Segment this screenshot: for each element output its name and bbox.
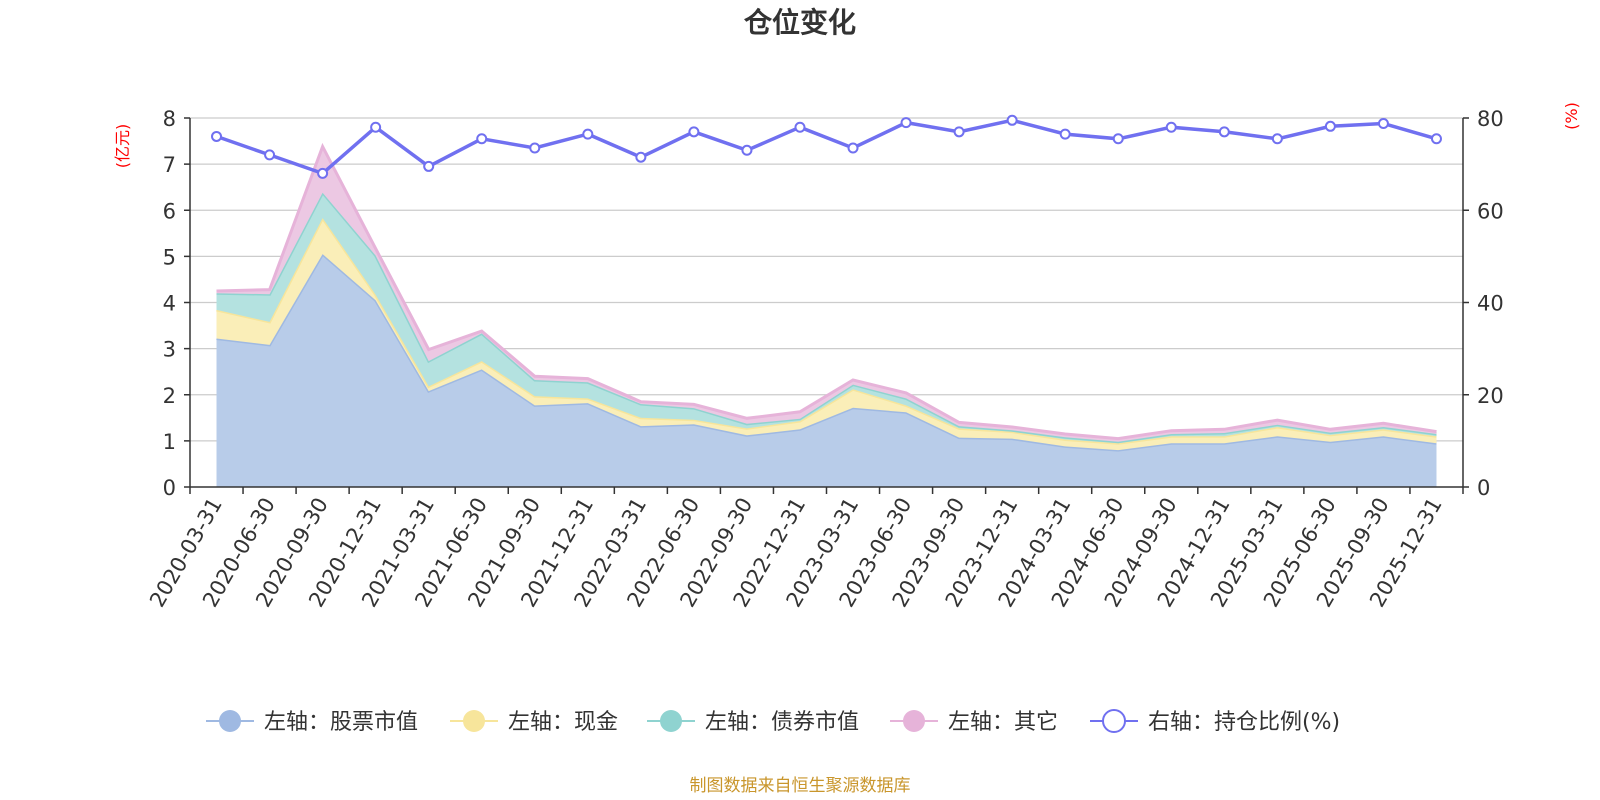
ratio-point[interactable]: [1059, 128, 1071, 140]
area-series-0: [216, 254, 1437, 487]
area-series-edge-3: [216, 142, 1437, 441]
ratio-point[interactable]: [794, 121, 806, 133]
data-source-note: 制图数据来自恒生聚源数据库: [690, 776, 911, 796]
ratio-point[interactable]: [1377, 118, 1389, 130]
right-axis-tick-label: 60: [1477, 199, 1504, 223]
left-axis-tick-label: 0: [163, 476, 176, 500]
right-axis-tick-label: 20: [1477, 384, 1504, 408]
ratio-point[interactable]: [1165, 121, 1177, 133]
ratio-point[interactable]: [953, 126, 965, 138]
left-axis-tick-label: 4: [163, 292, 176, 316]
ratio-point[interactable]: [264, 149, 276, 161]
left-axis-unit: (亿元): [113, 124, 132, 169]
legend-label: 左轴：股票市值: [264, 710, 418, 735]
legend-marker: [1102, 709, 1126, 733]
ratio-point[interactable]: [900, 117, 912, 129]
ratio-point[interactable]: [1218, 126, 1230, 138]
area-series-2: [216, 192, 1437, 444]
ratio-line-path: [215, 118, 1437, 176]
ratio-line: [211, 114, 1442, 179]
left-axis-tick-label: 5: [163, 245, 176, 269]
legend-item-1[interactable]: 左轴：现金: [450, 710, 618, 735]
ratio-point[interactable]: [423, 160, 435, 172]
ratio-point[interactable]: [529, 142, 541, 154]
legend-item-4[interactable]: 右轴：持仓比例(%): [1090, 709, 1340, 735]
legend-label: 左轴：现金: [508, 710, 618, 735]
right-axis-tick-label: 0: [1477, 476, 1490, 500]
left-axis-tick-label: 1: [163, 430, 176, 454]
left-axis-tick-label: 7: [163, 153, 176, 177]
legend-item-0[interactable]: 左轴：股票市值: [206, 710, 418, 735]
right-axis-tick-label: 40: [1477, 292, 1504, 316]
legend-marker: [660, 710, 682, 732]
ratio-point[interactable]: [1271, 133, 1283, 145]
ratio-point[interactable]: [635, 151, 647, 163]
left-axis-tick-label: 3: [163, 338, 176, 362]
right-axis-unit: (%): [1562, 102, 1581, 130]
legend-marker: [903, 710, 925, 732]
ratio-point[interactable]: [847, 142, 859, 154]
ratio-point[interactable]: [317, 167, 329, 179]
legend-marker: [463, 710, 485, 732]
legend-label: 右轴：持仓比例(%): [1148, 710, 1340, 735]
ratio-point[interactable]: [1112, 133, 1124, 145]
legend-label: 左轴：债券市值: [705, 710, 859, 735]
legend-item-3[interactable]: 左轴：其它: [890, 710, 1058, 735]
area-series-3: [216, 146, 1437, 442]
ratio-point[interactable]: [1430, 133, 1442, 145]
legend[interactable]: 左轴：股票市值 左轴：现金 左轴：债券市值 左轴：其它 右轴：持仓比例(%): [206, 709, 1340, 735]
legend-label: 左轴：其它: [948, 710, 1058, 735]
ratio-point[interactable]: [211, 130, 223, 142]
ratio-point[interactable]: [688, 126, 700, 138]
left-axis-tick-label: 2: [163, 384, 176, 408]
ratio-point[interactable]: [476, 133, 488, 145]
ratio-point[interactable]: [582, 128, 594, 140]
left-axis-tick-label: 6: [163, 199, 176, 223]
area-series-1: [216, 218, 1437, 451]
ratio-point[interactable]: [741, 144, 753, 156]
right-axis-tick-label: 80: [1477, 107, 1504, 131]
legend-marker: [219, 710, 241, 732]
stacked-areas: [216, 142, 1437, 487]
ratio-point[interactable]: [1006, 114, 1018, 126]
legend-item-2[interactable]: 左轴：债券市值: [647, 710, 859, 735]
ratio-point[interactable]: [370, 121, 382, 133]
left-axis-tick-label: 8: [163, 107, 176, 131]
chart-title: 仓位变化: [744, 6, 856, 39]
ratio-point[interactable]: [1324, 120, 1336, 132]
